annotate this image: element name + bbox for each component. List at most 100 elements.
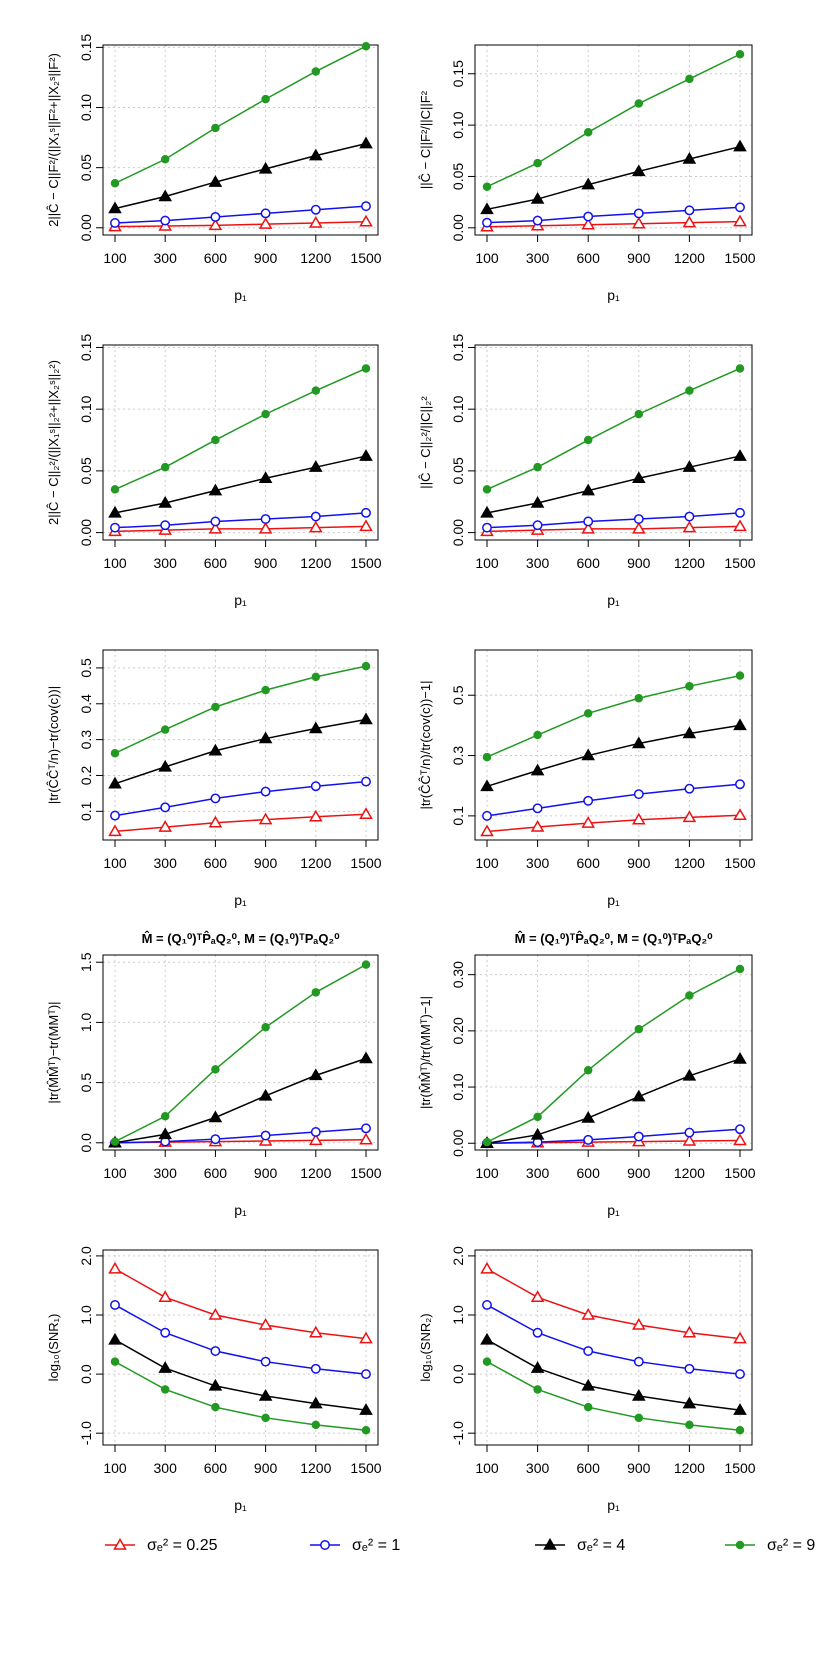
data-point — [480, 1261, 494, 1274]
y-axis-label: |tr(M̂M̂ᵀ)/tr(MMᵀ)−1| — [418, 996, 433, 1109]
x-tick-label: 1200 — [300, 250, 331, 266]
y-tick-label: 0.1 — [450, 806, 466, 826]
data-point — [361, 960, 371, 969]
data-point — [482, 522, 492, 533]
data-point — [361, 364, 371, 373]
data-point — [261, 1413, 270, 1423]
series-line — [486, 1268, 741, 1340]
data-point — [308, 520, 323, 533]
data-point — [480, 202, 494, 215]
x-tick-label: 100 — [103, 555, 127, 571]
x-tick-label: 100 — [103, 250, 127, 266]
data-point — [685, 991, 694, 1000]
data-point — [533, 1385, 542, 1394]
data-point — [108, 824, 122, 837]
legend-label: σₑ² = 1 — [352, 1537, 400, 1554]
series-line — [486, 1128, 741, 1145]
x-tick-label: 100 — [103, 1165, 127, 1181]
x-tick-label: 1500 — [724, 250, 755, 266]
y-tick-label: 0.5 — [78, 1073, 94, 1093]
data-point — [581, 217, 596, 230]
data-point — [482, 752, 492, 762]
y-tick-label: 0.00 — [450, 1129, 466, 1156]
series-line — [114, 221, 367, 228]
data-point — [530, 763, 545, 776]
y-tick-label: 0.10 — [78, 395, 94, 422]
panel: 0.00 0.10 0.20 0.30 100 300 600 900 1200 1500 p₁ |t… — [418, 931, 756, 1218]
data-point — [361, 201, 371, 212]
x-tick-label: 100 — [103, 1460, 127, 1476]
data-point — [158, 1361, 173, 1373]
data-point — [583, 435, 593, 445]
data-point — [210, 1346, 221, 1356]
x-tick-label: 1500 — [350, 555, 381, 571]
x-axis-label: p₁ — [234, 1202, 247, 1218]
data-point — [208, 483, 223, 496]
data-point — [260, 1130, 271, 1141]
y-axis-label: log₁₀(SNR₁) — [46, 1314, 61, 1382]
y-tick-label: 0.00 — [78, 519, 94, 546]
x-tick-label: 600 — [577, 1165, 601, 1181]
plot-frame — [474, 1249, 753, 1446]
data-point — [482, 1137, 492, 1147]
data-point — [208, 743, 223, 756]
y-tick-label: 0.05 — [78, 154, 94, 181]
data-point — [258, 1318, 273, 1330]
data-point — [733, 449, 747, 461]
data-point — [361, 41, 371, 51]
data-point — [733, 808, 747, 821]
data-point — [735, 964, 745, 974]
y-tick-label: 1.0 — [78, 1012, 94, 1032]
data-point — [158, 1127, 173, 1140]
data-point — [735, 202, 745, 213]
data-point — [359, 519, 373, 532]
data-point — [634, 99, 644, 108]
plot-frame — [474, 649, 753, 841]
x-tick-label: 600 — [577, 555, 601, 571]
data-point — [733, 1403, 747, 1415]
panel: 0.00 0.05 0.10 0.15 100 300 600 900 1200 1500 p₁ ||… — [418, 334, 756, 608]
data-point — [359, 214, 373, 227]
data-point — [633, 208, 644, 219]
legend-marker — [113, 1538, 127, 1550]
data-point — [160, 154, 170, 164]
data-point — [208, 175, 223, 187]
x-tick-label: 600 — [204, 1460, 228, 1476]
x-tick-label: 900 — [627, 1460, 651, 1476]
data-point — [682, 1396, 697, 1409]
data-point — [108, 201, 122, 214]
data-point — [530, 1290, 545, 1303]
data-point — [208, 521, 223, 534]
data-point — [110, 748, 120, 758]
y-tick-label: 0.10 — [78, 94, 94, 121]
data-point — [682, 1325, 697, 1338]
series-line — [114, 1057, 367, 1144]
x-tick-label: 1500 — [724, 855, 755, 871]
data-point — [308, 721, 323, 734]
data-point — [583, 1402, 593, 1412]
y-tick-label: 0.15 — [78, 34, 94, 61]
data-point — [359, 1051, 373, 1064]
y-tick-label: 0.05 — [450, 457, 466, 484]
x-tick-label: 300 — [526, 1165, 550, 1181]
data-point — [634, 409, 644, 419]
data-point — [480, 1332, 494, 1345]
x-tick-label: 1200 — [300, 855, 331, 871]
plot-frame — [102, 649, 379, 841]
data-point — [160, 725, 170, 734]
x-tick-label: 1200 — [674, 555, 705, 571]
series-line — [114, 1304, 367, 1375]
legend-label: σₑ² = 9 — [767, 1537, 815, 1554]
data-point — [634, 1413, 644, 1423]
data-point — [530, 192, 545, 204]
data-point — [110, 522, 120, 533]
series-line — [486, 814, 741, 833]
plot-frame — [474, 44, 753, 236]
data-point — [211, 123, 220, 133]
x-tick-label: 1200 — [300, 1165, 331, 1181]
data-point — [581, 1378, 596, 1391]
series-line — [114, 1361, 367, 1431]
data-point — [311, 672, 321, 682]
data-point — [308, 1068, 323, 1081]
